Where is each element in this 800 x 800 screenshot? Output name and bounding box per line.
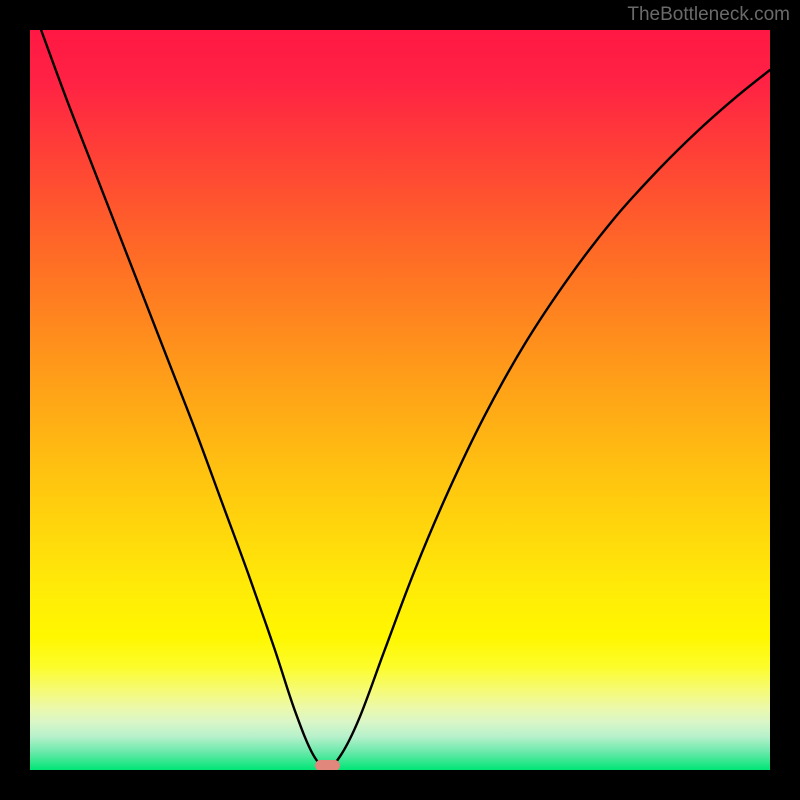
- chart-container: TheBottleneck.com: [0, 0, 800, 800]
- plot-area: [30, 30, 770, 770]
- curve-layer: [30, 30, 770, 770]
- minimum-marker: [315, 760, 340, 770]
- watermark-text: TheBottleneck.com: [627, 4, 790, 26]
